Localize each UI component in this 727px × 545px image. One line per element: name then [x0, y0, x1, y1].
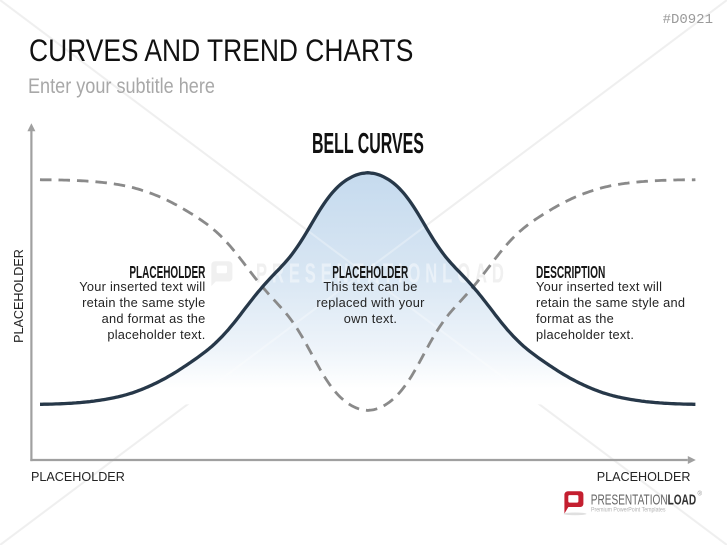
svg-text:Premium PowerPoint Templates: Premium PowerPoint Templates [591, 507, 666, 514]
svg-text:PRESENTATIONLOAD: PRESENTATIONLOAD [591, 491, 696, 508]
svg-text:®: ® [698, 491, 703, 498]
